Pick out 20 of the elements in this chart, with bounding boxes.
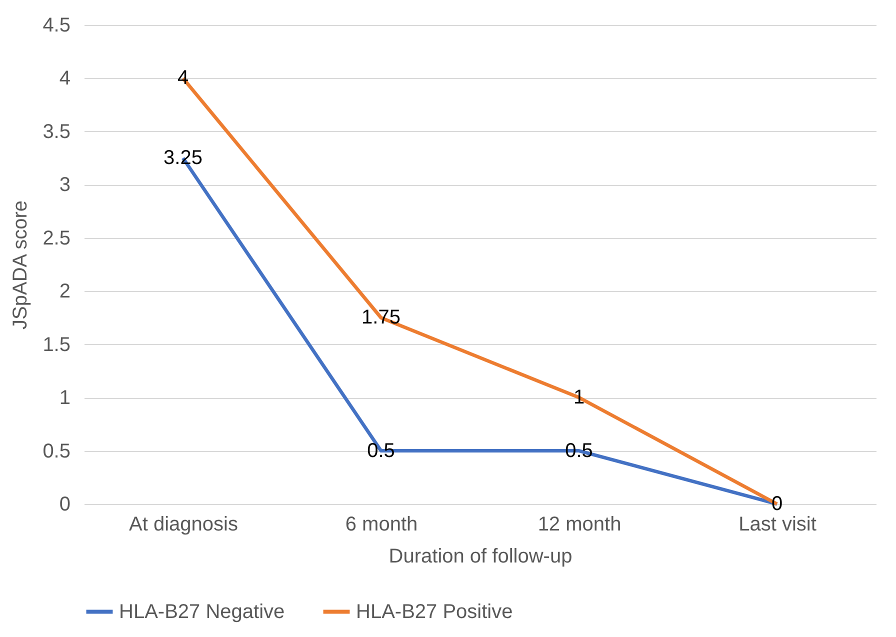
- y-tick-label: 2.5: [42, 227, 70, 250]
- x-tick-label: Last visit: [738, 514, 817, 536]
- data-label: 0: [771, 493, 783, 515]
- x-tick-label: 6 month: [345, 514, 418, 536]
- x-tick-label: At diagnosis: [129, 514, 238, 536]
- x-axis-title: Duration of follow-up: [388, 546, 572, 568]
- y-axis-title: JSpADA score: [10, 200, 32, 330]
- y-tick-label: 0: [59, 494, 70, 516]
- y-tick-label: 0.5: [42, 440, 70, 462]
- y-tick-label: 4.5: [42, 14, 70, 36]
- legend-label: HLA-B27 Negative: [119, 600, 285, 623]
- x-tick-label: 12 month: [538, 514, 622, 536]
- legend-label: HLA-B27 Positive: [356, 600, 513, 623]
- y-tick-label: 1.5: [42, 334, 70, 356]
- y-tick-label: 4: [59, 68, 70, 90]
- y-tick-label: 3: [59, 174, 70, 196]
- y-tick-label: 1: [59, 387, 70, 410]
- y-tick-label: 3.5: [42, 120, 70, 143]
- data-label: 3.25: [164, 147, 202, 170]
- y-tick-label: 2: [59, 280, 70, 303]
